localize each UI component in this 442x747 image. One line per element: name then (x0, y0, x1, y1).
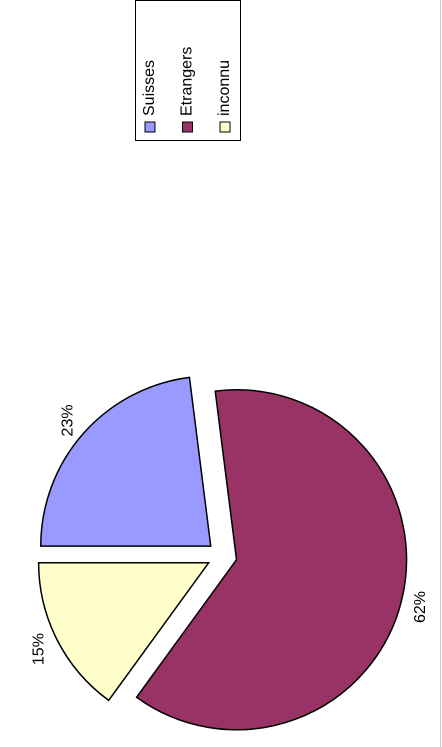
data-label: 23% (59, 404, 76, 436)
legend-swatch (144, 121, 156, 133)
legend-label: Suisses (141, 60, 158, 116)
data-label: 62% (412, 591, 429, 623)
legend-swatch (219, 121, 231, 133)
legend-label: Etrangers (179, 47, 196, 116)
pie-slice (39, 376, 212, 547)
legend-swatch (182, 121, 193, 133)
legend-box (135, 0, 241, 141)
pie-slice (37, 562, 211, 702)
data-label: 15% (31, 633, 48, 665)
pie-slice (135, 388, 408, 731)
legend-label: inconnu (216, 60, 233, 116)
